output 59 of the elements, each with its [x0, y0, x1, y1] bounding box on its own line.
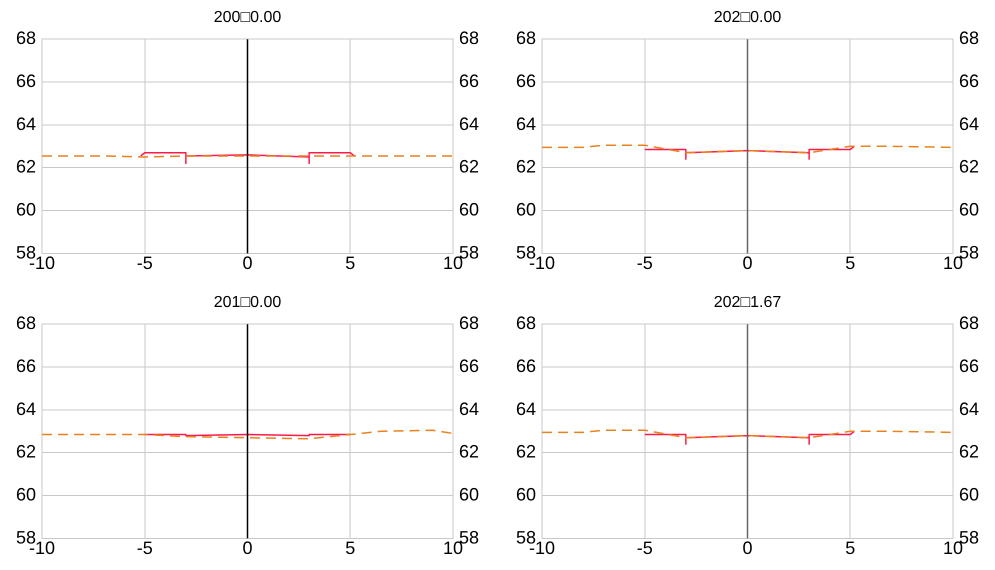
chart-title: 202□1.67: [714, 294, 782, 312]
y-tick-label: 60: [516, 200, 536, 220]
y-tick-label: 64: [516, 114, 536, 134]
line-series: [542, 144, 953, 154]
x-tick-label: 0: [242, 253, 253, 274]
x-tick-label: 0: [742, 253, 753, 274]
y-tick-label: 62: [516, 442, 536, 462]
y-tick-label: 60: [516, 484, 536, 505]
y2-tick-label: 62: [958, 442, 980, 462]
x-tick-label: -5: [636, 253, 653, 274]
y-tick-label: 64: [16, 398, 36, 419]
y2-tick-label: 66: [958, 71, 980, 92]
y2-tick-label: 64: [458, 398, 480, 419]
y2-tick-label: 62: [458, 442, 480, 462]
chart-title: 200□0.00: [214, 9, 282, 26]
x-tick-label: 0: [242, 538, 253, 558]
y-tick-label: 64: [16, 114, 36, 134]
y-tick-label: 60: [16, 484, 36, 505]
y2-tick-label: 62: [458, 156, 480, 177]
x-tick-label: 5: [345, 538, 356, 558]
y2-tick-label: 66: [458, 356, 480, 376]
y-tick-label: 66: [16, 356, 36, 376]
y-tick-label: 64: [516, 398, 536, 419]
y2-tick-label: 68: [958, 28, 980, 48]
y2-tick-label: 60: [958, 484, 980, 505]
y-tick-label: 66: [516, 71, 536, 92]
y-tick-label: 62: [16, 156, 36, 177]
y2-tick-label: 68: [458, 28, 480, 48]
y-tick-label: 68: [516, 313, 536, 334]
y-tick-label: 62: [16, 442, 36, 462]
y2-tick-label: 60: [458, 484, 480, 505]
y-tick-label: 68: [516, 28, 536, 48]
y2-tick-label: 66: [458, 71, 480, 92]
y-tick-label: 60: [16, 200, 36, 220]
line-series: [542, 429, 953, 438]
y-tick-label: 66: [16, 71, 36, 92]
x-tick-label: 0: [742, 538, 753, 558]
y2-tick-label: 60: [958, 200, 980, 220]
line-series: [42, 429, 453, 440]
y-tick-label: 62: [516, 156, 536, 177]
y-tick-label: 68: [16, 313, 36, 334]
y2-tick-label: 64: [458, 114, 480, 134]
x-tick-label: 5: [845, 253, 856, 274]
y2-tick-label: 60: [458, 200, 480, 220]
x-tick-label: 5: [345, 253, 356, 274]
x-tick-label: -5: [636, 538, 653, 558]
y-tick-label: 66: [516, 356, 536, 376]
y2-tick-label: 64: [958, 398, 980, 419]
y2-tick-label: 64: [958, 114, 980, 134]
x-tick-label: 5: [845, 538, 856, 558]
y2-tick-label: 68: [958, 313, 980, 334]
y2-tick-label: 62: [958, 156, 980, 177]
chart-title: 201□0.00: [214, 294, 282, 312]
y-tick-label: 68: [16, 28, 36, 48]
y2-tick-label: 66: [958, 356, 980, 376]
x-tick-label: -5: [136, 253, 153, 274]
y2-tick-label: 68: [458, 313, 480, 334]
x-tick-label: -5: [136, 538, 153, 558]
chart-title: 202□0.00: [714, 9, 782, 26]
